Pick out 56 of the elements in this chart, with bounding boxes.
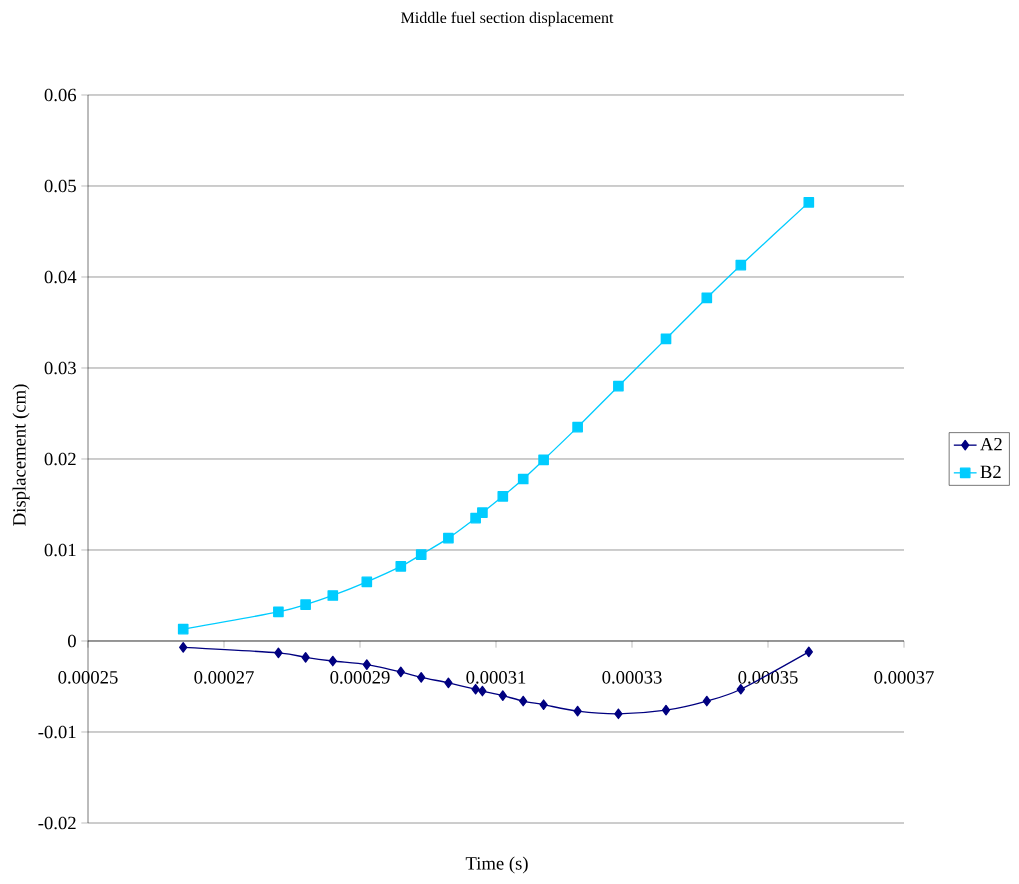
point xyxy=(497,490,509,502)
y-axis-title: Displacement (cm) xyxy=(12,384,30,526)
point xyxy=(444,677,453,689)
y-tick-label: 0 xyxy=(68,634,76,648)
y-tick-label: 0.02 xyxy=(44,452,76,466)
point xyxy=(572,421,583,433)
x-axis-title: Time (s) xyxy=(465,856,528,874)
point xyxy=(327,590,339,601)
y-tick-label: 0.01 xyxy=(44,543,76,557)
x-tick-label: 0.00027 xyxy=(194,671,254,684)
point xyxy=(736,683,745,695)
point xyxy=(614,708,623,720)
x-tick-label: 0.00029 xyxy=(330,671,390,684)
point xyxy=(177,623,189,635)
point xyxy=(361,576,373,588)
point xyxy=(702,695,711,707)
point xyxy=(395,561,407,572)
point xyxy=(417,672,426,683)
x-tick-label: 0.00031 xyxy=(466,671,526,684)
point xyxy=(517,473,529,485)
point xyxy=(804,646,813,658)
point xyxy=(661,704,671,716)
y-tick-label: -0.02 xyxy=(38,816,76,830)
point xyxy=(300,599,311,610)
legend-label: B2 xyxy=(980,465,1001,479)
point xyxy=(477,507,488,519)
chart-title: Middle fuel section displacement xyxy=(401,11,614,27)
legend-label: A2 xyxy=(980,437,1002,451)
point xyxy=(573,705,582,717)
point xyxy=(498,690,507,701)
y-tick-label: 0.05 xyxy=(44,179,76,193)
point xyxy=(274,647,283,659)
point xyxy=(362,659,371,670)
point xyxy=(179,642,188,653)
point xyxy=(328,655,337,667)
y-tick-label: 0.03 xyxy=(44,361,76,375)
y-tick-label: -0.01 xyxy=(38,725,76,739)
x-tick-label: 0.00025 xyxy=(58,671,118,684)
point xyxy=(443,532,454,544)
point xyxy=(735,259,747,271)
x-tick-label: 0.00033 xyxy=(602,671,662,684)
point xyxy=(803,197,815,208)
point xyxy=(478,685,487,697)
point xyxy=(471,683,480,695)
point xyxy=(538,454,549,466)
point xyxy=(415,549,427,560)
x-tick-label: 0.00037 xyxy=(874,671,934,684)
y-tick-label: 0.04 xyxy=(44,270,77,284)
point xyxy=(273,606,284,618)
point xyxy=(519,695,528,707)
point xyxy=(396,666,405,678)
point xyxy=(701,292,713,304)
y-tick-label: 0.06 xyxy=(44,88,77,102)
point xyxy=(539,699,548,711)
point xyxy=(301,652,310,663)
point xyxy=(613,380,624,392)
